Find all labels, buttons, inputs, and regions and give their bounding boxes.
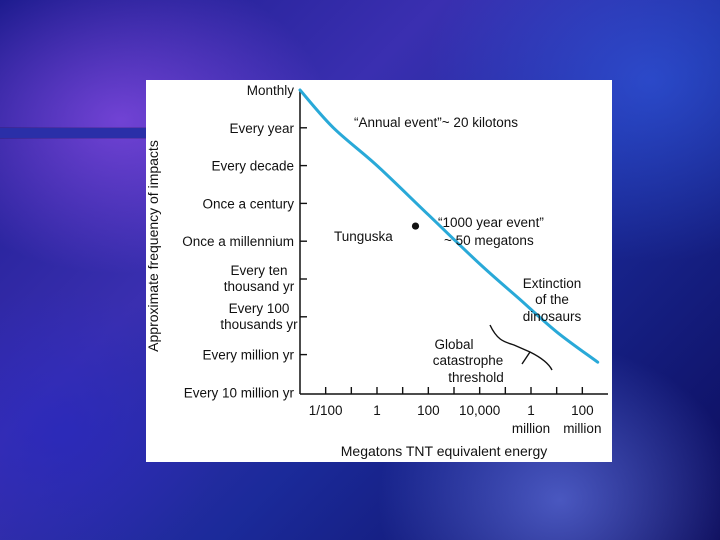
- annotation-global-line3: threshold: [448, 370, 504, 385]
- annotation-global-line1: Global: [434, 337, 473, 352]
- x-tick-label: 100: [417, 403, 440, 418]
- series-group: [298, 88, 600, 364]
- annotations: “Annual event”~ 20 kilotons Tunguska “10…: [334, 115, 582, 385]
- chart-panel: Monthly Every year Every decade Once a cent…: [146, 80, 612, 462]
- annotation-tunguska: Tunguska: [334, 229, 393, 244]
- series-line: [298, 88, 600, 364]
- y-tick-label: Every 10 million yr: [184, 385, 295, 400]
- y-tick-label: Every million yr: [202, 348, 294, 363]
- x-tick-label: 1 million: [512, 403, 550, 436]
- annotation-extinction-line1: Extinction: [523, 276, 582, 291]
- y-tick-label: Every ten thousand yr: [224, 263, 295, 294]
- annotation-extinction-line2: of the: [535, 292, 569, 307]
- tunguska-point: [411, 222, 420, 230]
- annotation-thousand-year-line1: “1000 year event”: [438, 215, 544, 230]
- y-tick-label: Monthly: [247, 83, 295, 98]
- annotation-thousand-year-line2: ~ 50 megatons: [444, 233, 534, 248]
- x-axis-label: Megatons TNT equivalent energy: [341, 443, 548, 459]
- annotation-extinction-line3: dinosaurs: [523, 309, 582, 324]
- annotation-global-line2: catastrophe: [433, 353, 504, 368]
- y-tick-label: Once a millennium: [182, 234, 294, 249]
- y-tick-label: Once a century: [202, 196, 294, 211]
- y-tick-label: Every 100 thousands yr: [220, 301, 298, 332]
- x-tick-label: 1: [373, 403, 381, 418]
- x-tick-label: 100 million: [563, 403, 601, 436]
- x-tick-label: 1/100: [309, 403, 343, 418]
- y-axis-label: Approximate frequency of impacts: [146, 140, 161, 352]
- decorative-bar: [0, 128, 146, 138]
- y-tick-label: Every decade: [211, 159, 294, 174]
- y-ticks: Monthly Every year Every decade Once a cent…: [182, 83, 307, 400]
- annotation-annual-event: “Annual event”~ 20 kilotons: [354, 115, 518, 130]
- y-tick-label: Every year: [229, 121, 294, 136]
- global-catastrophe-brace: [489, 324, 553, 371]
- x-tick-label: 10,000: [459, 403, 500, 418]
- impact-frequency-chart: Monthly Every year Every decade Once a cent…: [146, 83, 608, 459]
- x-ticks: 1/100 1 100 10,000 1 million 100 million: [309, 387, 601, 436]
